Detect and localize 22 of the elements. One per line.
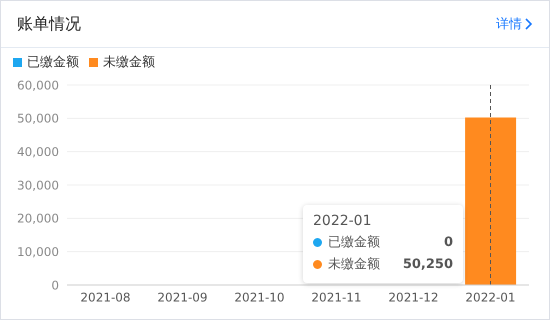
x-tick-label: 2021-09 <box>157 290 208 305</box>
y-tick-label: 40,000 <box>17 144 59 159</box>
annotation: 已缴金额 <box>328 234 381 251</box>
y-tick-label: 0 <box>51 278 59 292</box>
x-tick-label: 2021-08 <box>80 290 131 305</box>
legend-label: 未缴金额 <box>102 54 155 71</box>
annotation: 0 <box>444 234 453 250</box>
x-tick-label: 2021-11 <box>311 290 362 305</box>
chart-subtitle: 详情 <box>496 16 523 33</box>
annotation: 未缴金额 <box>328 256 381 273</box>
y-tick-label: 20,000 <box>17 212 59 226</box>
chart-title: 账单情况 <box>17 14 81 34</box>
y-tick-label: 50,000 <box>17 112 59 126</box>
y-tick-label: 30,000 <box>17 178 59 192</box>
y-tick-label: 60,000 <box>17 78 59 92</box>
annotation: 2022-01 <box>313 213 372 229</box>
annotation: 50,250 <box>402 256 453 272</box>
x-tick-label: 2022-01 <box>465 290 516 305</box>
x-tick-label: 2021-12 <box>388 290 439 305</box>
x-tick-label: 2021-10 <box>234 290 285 305</box>
y-tick-label: 10,000 <box>17 244 59 259</box>
legend-label: 已缴金额 <box>26 54 79 71</box>
